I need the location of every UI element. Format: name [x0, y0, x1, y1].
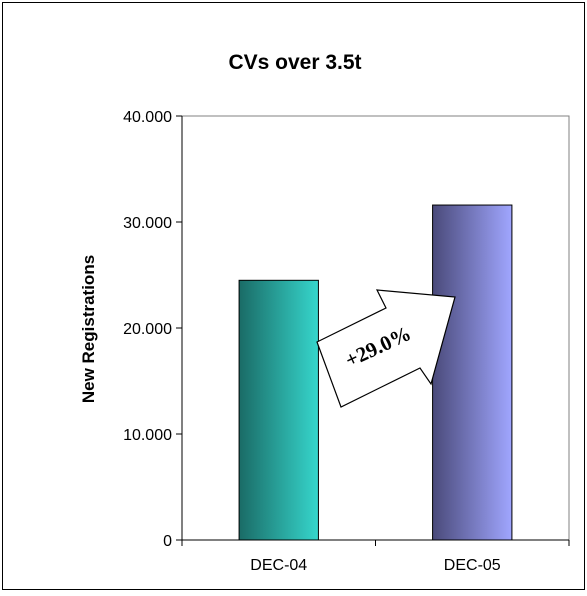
chart-title: CVs over 3.5t [228, 51, 361, 74]
y-tick-label: 30.000 [123, 215, 172, 232]
bars-group [238, 204, 513, 541]
bar-dec-04 [238, 279, 319, 541]
y-tick-label: 20.000 [123, 321, 172, 338]
growth-annotation: +29.0% [316, 289, 456, 408]
chart-frame: CVs over 3.5t New Registrations 0 10.000 2… [2, 2, 585, 590]
x-tick-label: DEC-04 [250, 557, 307, 574]
y-tick-label: 10.000 [123, 427, 172, 444]
y-tick-label: 40.000 [123, 109, 172, 126]
y-axis-label: New Registrations [79, 255, 98, 403]
x-axis: DEC-04 DEC-05 [181, 539, 570, 574]
y-tick-label: 0 [163, 533, 172, 550]
y-axis: 0 10.000 20.000 30.000 40.000 [123, 109, 183, 550]
growth-arrow-shape [316, 289, 456, 408]
x-tick-label: DEC-05 [444, 557, 501, 574]
bar-dec-05 [432, 204, 513, 541]
chart-svg: CVs over 3.5t New Registrations 0 10.000 2… [79, 51, 570, 574]
